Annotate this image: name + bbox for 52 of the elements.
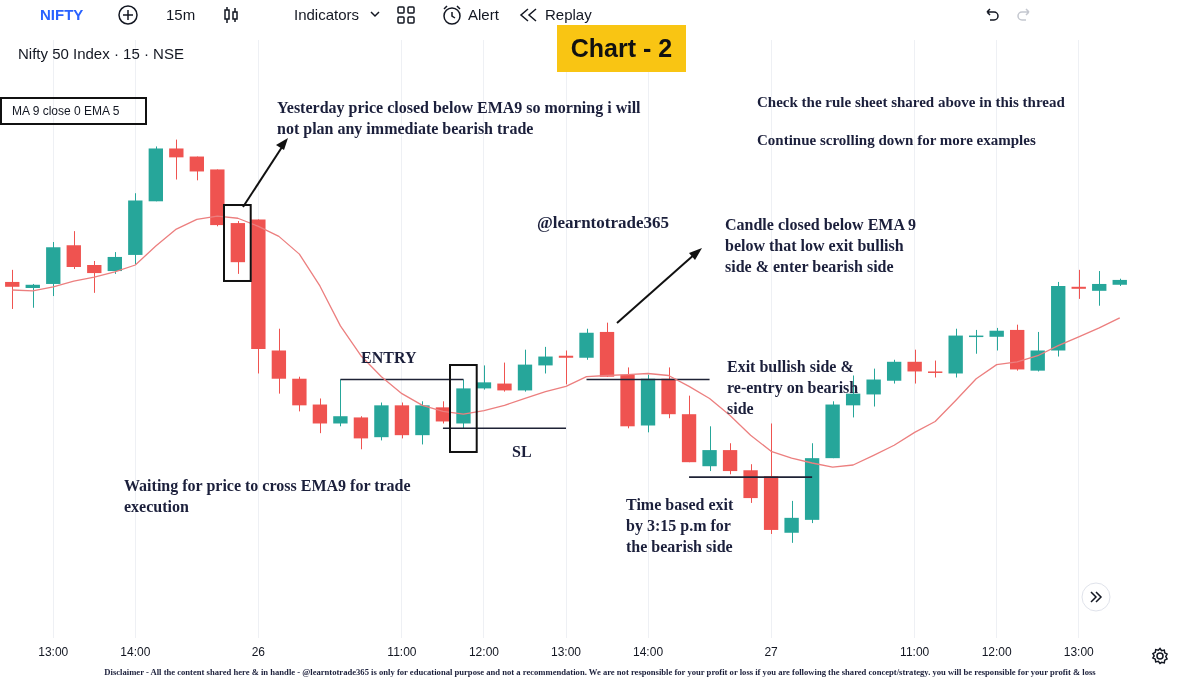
candlestick (476, 364, 492, 391)
candlestick (353, 415, 369, 450)
x-tick-label: 11:00 (900, 645, 930, 660)
candlestick (702, 425, 717, 472)
x-tick-label: 13:00 (38, 645, 69, 660)
candlestick (66, 230, 81, 270)
text: Yesterday price closed below EMA9 so morning i will not plan any immediate bearish trade (277, 98, 642, 139)
annotation: Continue scrolling down for more examples (757, 131, 1037, 150)
x-tick-label: 11:00 (387, 645, 417, 660)
candlestick (866, 368, 881, 408)
candlestick (784, 500, 799, 544)
x-tick-label: 27 (764, 645, 779, 660)
text: Replay (545, 6, 592, 23)
text: Check the rule sheet shared above in this thread (757, 93, 1066, 112)
annotation: @learntotrade365 (537, 213, 669, 232)
x-tick-label: 13:00 (1063, 645, 1095, 660)
candlestick (989, 327, 1004, 351)
text: Disclaimer - All the content shared here & in handle - @learntotrade365 is only for educational purpose and not a recommendation. We are not responsible for your profit or loss if you are following the shared concept/strategy. you will be responsible for your profit & loss (103, 667, 1097, 678)
x-tick-label: 26 (251, 645, 266, 660)
annotation: Candle closed below EMA 9 below that low exit bullish side & enter bearish side (725, 215, 918, 277)
candlestick (25, 283, 40, 309)
candlestick (107, 251, 122, 275)
candlestick (886, 359, 902, 385)
text: NIFTY (40, 6, 84, 23)
annotation: Time based exit by 3:15 p.m for the bearish side (626, 495, 735, 557)
candlestick (1092, 270, 1107, 307)
candlestick (1030, 331, 1045, 372)
x-tick-label: 13:00 (550, 645, 582, 660)
x-tick-label: 14:00 (633, 645, 664, 660)
candlestick (558, 349, 574, 385)
x-tick-label: 14:00 (120, 645, 151, 660)
candlestick (333, 379, 348, 427)
candlestick (538, 346, 553, 374)
candlestick (497, 362, 512, 393)
text: Indicators (294, 6, 360, 23)
candlestick (1071, 269, 1086, 300)
candlestick (722, 442, 738, 475)
x-tick-label: 12:00 (981, 645, 1013, 660)
text: 15m (166, 6, 196, 23)
text: Alert (468, 6, 499, 23)
x-tick-label: 12:00 (468, 645, 500, 660)
candlestick (312, 397, 328, 434)
candlestick (169, 139, 184, 181)
chart-subtitle: Nifty 50 Index · 15 · NSE (18, 45, 184, 62)
annotation: ENTRY (361, 348, 417, 368)
annotation: Waiting for price to cross EMA9 for trade execution (124, 476, 412, 517)
candlestick (87, 260, 102, 294)
candlestick (907, 349, 922, 385)
chart-title: Chart - 2 (557, 25, 686, 72)
annotation: SL (512, 442, 532, 462)
candlestick (5, 269, 20, 310)
text: MA 9 close 0 EMA 5 (0, 97, 147, 125)
